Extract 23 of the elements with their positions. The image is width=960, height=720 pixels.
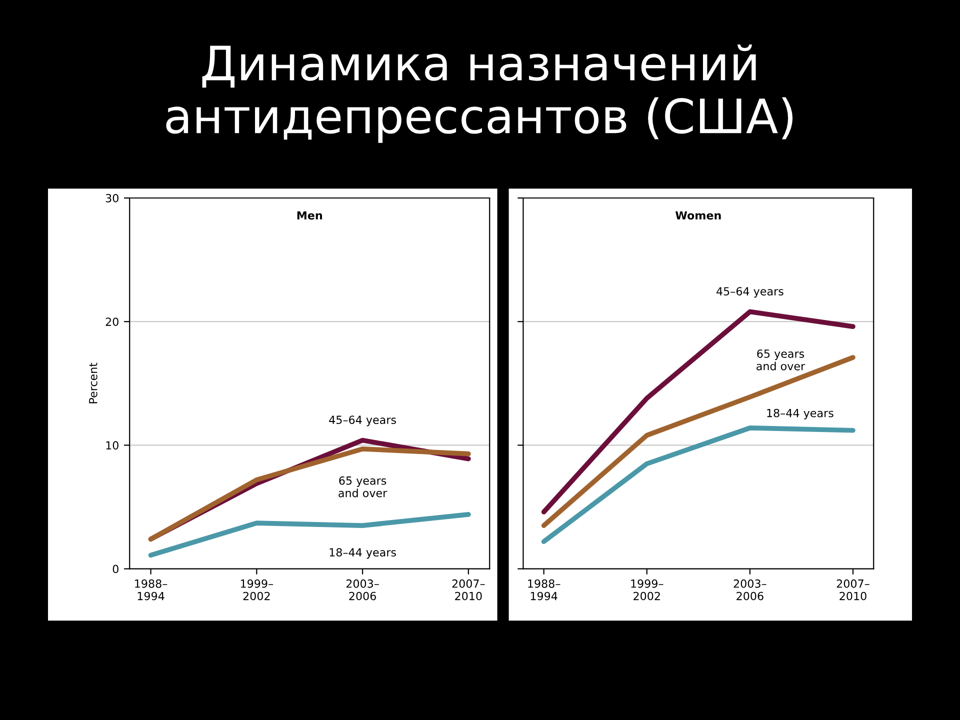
x-tick-label: 1988– 1994 <box>135 579 168 600</box>
x-tick-label: 1988– 1994 <box>528 579 560 600</box>
line-series <box>148 512 471 558</box>
series-label: 65 years and over <box>338 476 388 498</box>
y-tick-label: 0 <box>112 564 118 574</box>
y-tick-label: 10 <box>106 441 118 450</box>
x-tick-label: 1999– 2002 <box>631 579 664 600</box>
series-label: 65 years and over <box>756 349 806 370</box>
x-tick-label: 1999– 2002 <box>240 579 274 600</box>
text: Men <box>297 211 322 220</box>
y-axis-title: Percent <box>89 362 98 404</box>
x-tick-label: 2003– 2006 <box>734 579 766 600</box>
text: Women <box>675 211 721 220</box>
text: Динамика назначений антидепрессантов (США) <box>166 44 793 143</box>
x-tick-label: 2003– 2006 <box>346 579 379 600</box>
series-label: 45–64 years <box>329 416 396 426</box>
series-label: 18–44 years <box>767 408 834 420</box>
x-tick-label: 2007– 2010 <box>452 579 485 600</box>
x-tick-label: 2007– 2010 <box>836 579 870 600</box>
y-tick-label: 20 <box>106 318 118 326</box>
text: 18–44 years <box>330 548 396 559</box>
series-label: 45–64 years <box>716 287 784 298</box>
y-tick-label: 30 <box>106 194 118 202</box>
